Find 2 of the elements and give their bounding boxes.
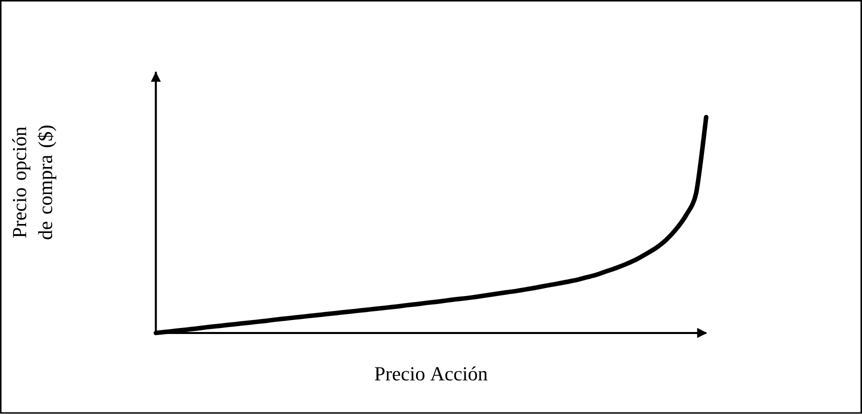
x-axis-title: Precio Acción	[374, 366, 488, 381]
y-axis-title: Precio opción de compra ($)	[12, 126, 56, 240]
